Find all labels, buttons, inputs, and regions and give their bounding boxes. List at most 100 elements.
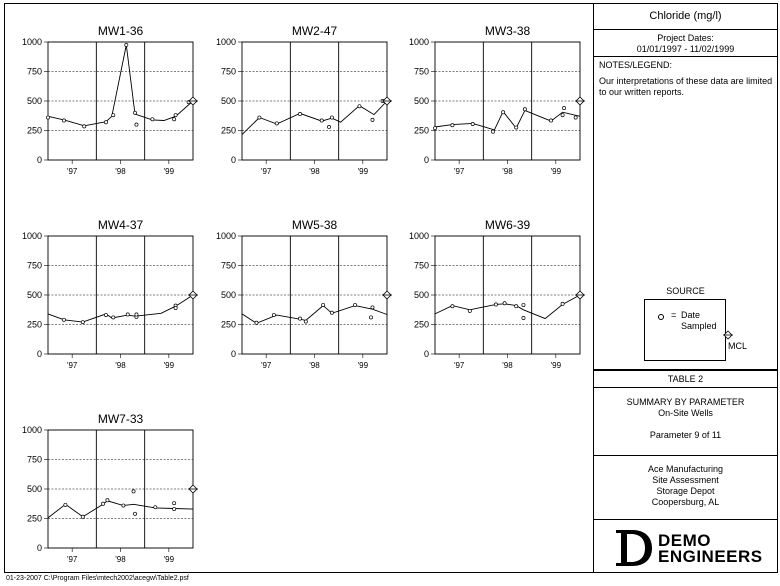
sample-point xyxy=(133,511,137,516)
y-tick-label: 750 xyxy=(221,67,236,77)
y-tick-label: 500 xyxy=(221,96,236,106)
sample-point xyxy=(172,507,177,512)
sample-point xyxy=(271,313,276,318)
chart-5: MW5-38 0 250 500 750 1000 '97 '98 '99 xyxy=(216,218,392,370)
sample-point xyxy=(298,316,302,321)
sample-point xyxy=(493,302,498,307)
sample-point xyxy=(521,303,526,307)
sample-point xyxy=(321,303,326,307)
x-tick-label: '97 xyxy=(67,361,78,370)
series-line xyxy=(241,305,388,324)
x-tick-label: '98 xyxy=(502,167,513,176)
y-tick-label: 0 xyxy=(37,543,42,553)
y-tick-label: 0 xyxy=(231,155,236,165)
source-label-line1: Date xyxy=(681,310,701,320)
sample-point xyxy=(150,117,155,122)
sample-point xyxy=(62,317,66,322)
sample-point xyxy=(80,514,85,519)
x-tick-label: '98 xyxy=(309,167,320,176)
sample-point xyxy=(353,303,358,307)
x-tick-label: '97 xyxy=(261,361,272,370)
client-line3: Storage Depot xyxy=(656,486,715,496)
summary-line3: Parameter 9 of 11 xyxy=(649,430,722,440)
sample-point xyxy=(327,125,331,129)
chart-3: MW3-38 0 250 500 750 1000 '97 '98 '99 xyxy=(409,24,585,176)
sample-point xyxy=(491,129,495,134)
sample-point xyxy=(111,113,116,118)
source-legend-box: = Date Sampled xyxy=(644,299,726,361)
sample-point xyxy=(329,310,334,315)
sample-point xyxy=(450,123,455,128)
notes-box: NOTES/LEGEND: Our interpretations of the… xyxy=(594,57,777,370)
y-tick-label: 750 xyxy=(27,261,42,271)
series-line xyxy=(434,294,581,320)
sample-point xyxy=(121,503,126,508)
sample-point xyxy=(303,319,308,324)
x-tick-label: '99 xyxy=(358,361,369,370)
summary-box: SUMMARY BY PARAMETER On-Site Wells Param… xyxy=(594,388,777,456)
y-tick-label: 1000 xyxy=(22,425,42,435)
y-tick-label: 250 xyxy=(27,126,42,136)
sample-point xyxy=(522,107,527,112)
chart-title: MW4-37 xyxy=(98,218,144,232)
x-tick-label: '97 xyxy=(67,167,78,176)
sample-point xyxy=(111,315,116,320)
sample-point xyxy=(560,301,565,306)
sample-point xyxy=(450,304,455,309)
sample-point xyxy=(298,112,302,116)
y-tick-label: 0 xyxy=(231,349,236,359)
x-tick-label: '97 xyxy=(261,167,272,176)
sample-point xyxy=(173,113,178,118)
y-tick-label: 750 xyxy=(221,261,236,271)
x-tick-label: '97 xyxy=(67,555,78,564)
mcl-diamond-icon xyxy=(723,330,733,340)
sample-point xyxy=(433,126,437,131)
sample-point xyxy=(514,125,519,130)
sample-point xyxy=(131,489,136,494)
sample-point xyxy=(63,502,68,507)
sample-point xyxy=(357,104,362,109)
sample-point xyxy=(370,117,375,122)
sample-point xyxy=(562,106,566,111)
x-tick-label: '98 xyxy=(309,361,320,370)
x-tick-label: '98 xyxy=(502,361,513,370)
summary-line2: On-Site Wells xyxy=(658,408,713,418)
sample-point xyxy=(173,306,178,310)
client-line4: Coopersburg, AL xyxy=(651,497,720,507)
chart-title: MW7-33 xyxy=(98,412,144,426)
x-tick-label: '99 xyxy=(164,361,175,370)
chart-2: MW2-47 0 250 500 750 1000 '97 '98 '99 xyxy=(216,24,392,176)
y-tick-label: 750 xyxy=(27,455,42,465)
sample-point xyxy=(573,115,578,120)
chart-title: MW5-38 xyxy=(292,218,338,232)
summary-line1: SUMMARY BY PARAMETER xyxy=(626,397,745,407)
x-tick-label: '97 xyxy=(454,361,465,370)
sample-point xyxy=(104,120,108,125)
sample-point xyxy=(62,118,66,123)
y-tick-label: 0 xyxy=(424,349,429,359)
sample-point xyxy=(470,122,475,126)
footer-path: 01-23-2007 C:\Program Files\mtech2002\ac… xyxy=(6,575,189,582)
sample-point xyxy=(274,121,279,126)
y-tick-label: 1000 xyxy=(22,37,42,47)
y-tick-label: 750 xyxy=(414,67,429,77)
y-tick-label: 0 xyxy=(424,155,429,165)
y-tick-label: 0 xyxy=(37,349,42,359)
sample-point xyxy=(134,122,139,127)
chart-1: MW1-36 0 250 500 750 1000 '97 '98 '99 xyxy=(22,24,198,176)
notes-title: NOTES/LEGEND: xyxy=(599,60,673,70)
y-tick-label: 500 xyxy=(27,96,42,106)
y-tick-label: 1000 xyxy=(409,231,429,241)
y-tick-label: 250 xyxy=(414,320,429,330)
y-tick-label: 1000 xyxy=(409,37,429,47)
y-tick-label: 500 xyxy=(414,96,429,106)
series-line xyxy=(241,100,388,135)
x-tick-label: '97 xyxy=(454,167,465,176)
sample-point xyxy=(172,117,177,122)
sample-point xyxy=(521,316,526,320)
sample-point xyxy=(104,313,108,318)
client-box: Ace Manufacturing Site Assessment Storag… xyxy=(594,456,777,520)
y-tick-label: 250 xyxy=(27,320,42,330)
sample-point xyxy=(80,320,85,325)
x-tick-label: '99 xyxy=(551,361,562,370)
